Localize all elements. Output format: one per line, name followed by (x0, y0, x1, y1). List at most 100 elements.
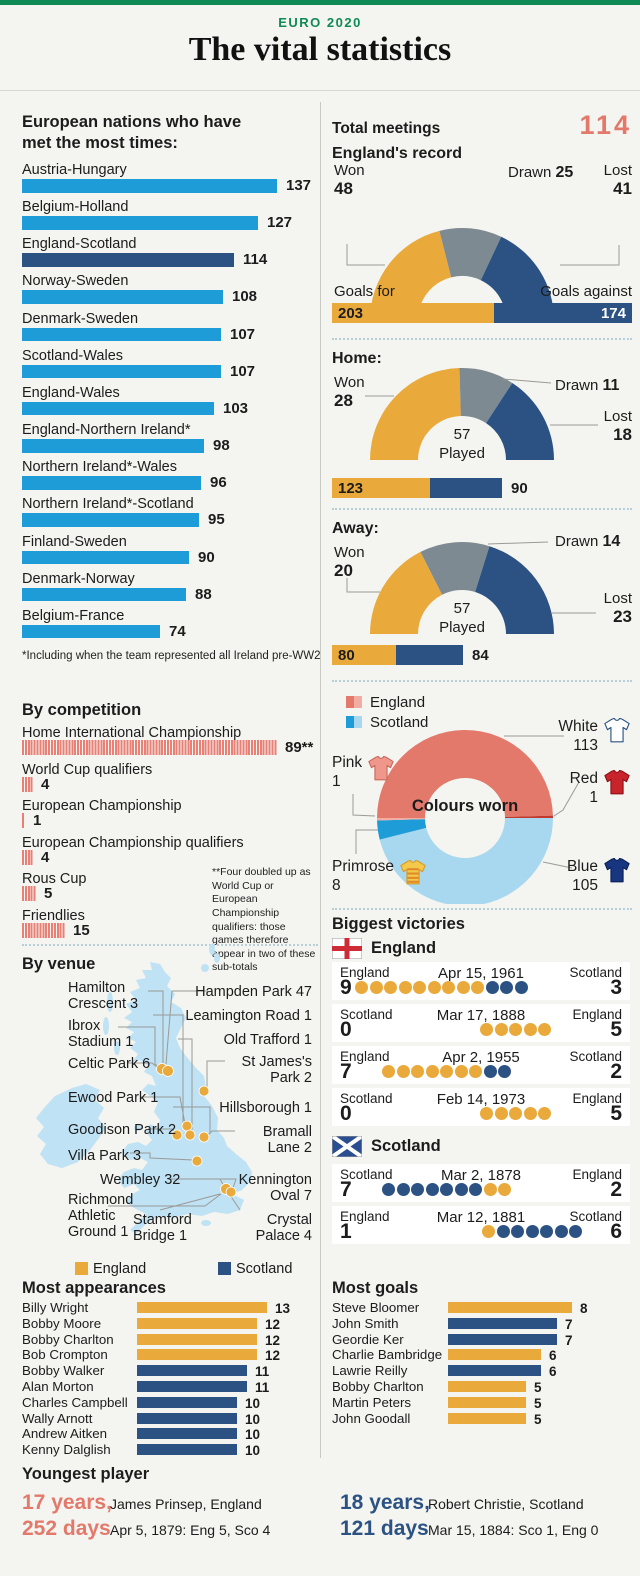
record-lost: Lost 41 (603, 162, 632, 198)
met-row-value: 107 (230, 325, 256, 343)
youngest-scotland-years: 18 years, (340, 1491, 430, 1514)
home-score: 1 (340, 1220, 352, 1243)
met-row: Belgium-France 74 (22, 608, 318, 642)
goal-dot (411, 1183, 424, 1196)
away-team: England (572, 1091, 622, 1106)
competition-value: 5 (44, 885, 53, 903)
venue-label: Bramall Lane 2 (262, 1124, 312, 1157)
away-score: 5 (610, 1102, 622, 1125)
met-row-bar (22, 253, 234, 267)
goal-dot (427, 981, 441, 994)
record-won: Won 48 (334, 162, 365, 198)
met-row-bar (22, 364, 221, 379)
home-team: England (340, 1049, 390, 1064)
victory-card: England 9 Apr 15, 1961 Scotland 3 (332, 962, 630, 1000)
player-name: Bobby Charlton (332, 1379, 424, 1394)
england-colours-swatch (346, 696, 362, 708)
goal-dot (480, 1107, 493, 1120)
player-bar (137, 1412, 237, 1424)
met-row-label: England-Wales (22, 384, 120, 401)
met-row: Finland-Sweden 90 (22, 534, 318, 568)
match-date: Feb 14, 1973 (436, 1091, 526, 1108)
competition-value: 4 (41, 848, 50, 866)
met-row: Norway-Sweden 108 (22, 273, 318, 307)
goal-dot (483, 1065, 497, 1078)
colour-primrose: Primrose 8 (332, 858, 426, 895)
met-row-bar (22, 327, 221, 342)
primrose-shirt-icon (400, 860, 426, 885)
england-group-header: England (332, 938, 436, 959)
goal-dot (480, 1023, 493, 1036)
home-score: 0 (340, 1018, 352, 1041)
goal-dot (471, 981, 484, 994)
met-row: Austria-Hungary 137 (22, 162, 318, 196)
right-divider-1 (332, 338, 632, 340)
home-title: Home: (332, 350, 382, 367)
home-lost: Lost 18 (603, 408, 632, 444)
player-bar (448, 1365, 541, 1377)
home-won: Won 28 (334, 374, 365, 410)
colours-legend-scotland: Scotland (346, 714, 428, 731)
england-record-title: England's record (332, 145, 463, 162)
player-name: Andrew Aitken (22, 1426, 108, 1442)
away-played: 57 Played (439, 600, 485, 636)
goal-dot (538, 1023, 551, 1036)
goal-dot (456, 981, 470, 994)
home-drawn: Drawn 11 (555, 377, 620, 394)
home-team: England (340, 965, 390, 980)
player-bar (137, 1428, 237, 1440)
goal-dot (569, 1225, 582, 1238)
header-divider (0, 90, 640, 91)
competition-label: European Championship (22, 798, 182, 815)
venue-label: Wembley 32 (100, 1172, 181, 1188)
youngest-player-title: Youngest player (22, 1465, 150, 1483)
uk-map-illustration (36, 944, 252, 1234)
goal-dot (382, 1183, 395, 1196)
colours-worn-donut (352, 729, 580, 904)
venue-label: Kennington Oval 7 (238, 1172, 312, 1205)
away-won: Won 20 (334, 544, 365, 580)
competition-label: European Championship qualifiers (22, 834, 244, 851)
venue-label: Ibrox Stadium 1 (68, 1018, 134, 1051)
player-name: Lawrie Reilly (332, 1363, 408, 1379)
met-row: Northern Ireland*-Wales 96 (22, 459, 318, 493)
goal-dot (509, 1023, 522, 1036)
player-value: 13 (275, 1301, 291, 1316)
player-bar (137, 1365, 247, 1377)
met-row-bar (22, 624, 160, 639)
by-competition-title: By competition (22, 701, 142, 719)
home-score: 7 (340, 1060, 352, 1083)
goal-dot (500, 981, 513, 994)
goal-dot (425, 1183, 439, 1196)
right-divider-4 (332, 908, 632, 910)
column-divider (320, 102, 321, 1458)
player-value: 7 (565, 1316, 573, 1332)
by-venue-title: By venue (22, 955, 96, 973)
competition-value: 1 (33, 812, 42, 830)
player-name: John Smith (332, 1315, 399, 1331)
away-goals-for: 80 (338, 647, 355, 664)
met-row-bar (22, 587, 186, 602)
met-row-label: England-Northern Ireland* (22, 422, 191, 439)
away-goals-against: 84 (472, 647, 489, 664)
player-name: Bobby Moore (22, 1315, 102, 1331)
met-row-label: Belgium-France (22, 607, 125, 624)
met-row-value: 96 (210, 474, 227, 492)
met-row-value: 137 (286, 177, 312, 194)
chart-most-met-title: European nations who have met the most t… (22, 113, 242, 152)
met-row: Denmark-Sweden 107 (22, 311, 318, 345)
competition-label: Rous Cup (22, 871, 87, 888)
met-row-bar (22, 290, 223, 304)
biggest-victories: Biggest victories England England 9 Apr 15… (332, 914, 632, 1274)
goal-dot (413, 981, 426, 994)
goal-dot (396, 1065, 410, 1078)
goal-dots (382, 1183, 511, 1196)
home-score: 7 (340, 1178, 352, 1201)
player-value: 5 (534, 1395, 542, 1411)
scotland-colours-swatch (346, 716, 362, 728)
chart-most-goals: Most goals Steve Bloomer 8 John Smith 7 Geor… (332, 1278, 632, 1458)
kicker: EURO 2020 (278, 15, 362, 30)
goal-dot (554, 1225, 568, 1238)
met-row-label: Denmark-Norway (22, 570, 135, 587)
player-value: 12 (265, 1332, 281, 1348)
